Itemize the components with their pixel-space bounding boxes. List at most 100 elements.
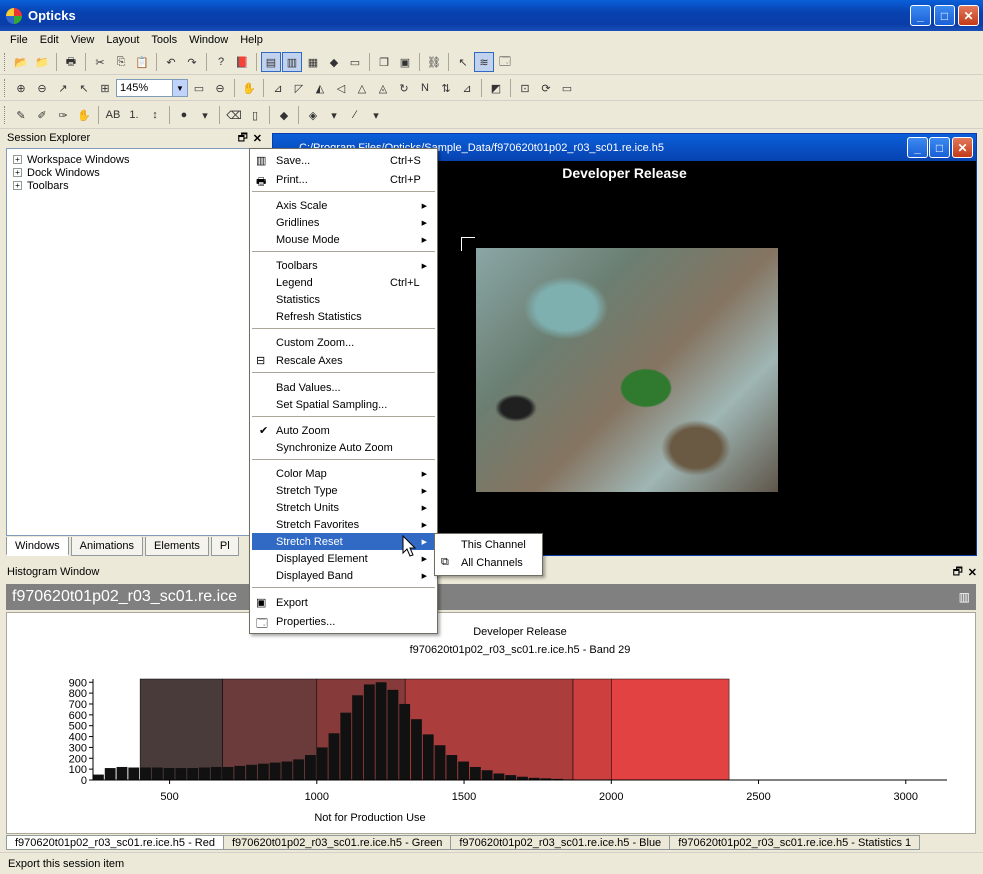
menu-item-auto-zoom[interactable]: ✔ Auto Zoom [259,424,330,438]
tree-item-toolbars[interactable]: + Toolbars [7,179,265,192]
flip-diag-icon[interactable]: ◸ [294,82,304,95]
histogram-icon[interactable]: ▥ [282,52,302,72]
tab-windows[interactable]: Windows [6,537,69,556]
expand-icon[interactable]: + [13,155,22,164]
zoom-rect-icon[interactable]: ⊞ [100,82,110,95]
menu-item-legend[interactable]: Legend Ctrl+L [276,276,420,289]
tab-blue[interactable]: f970620t01p02_r03_sc01.re.ice.h5 - Blue [450,835,671,850]
pointer-icon[interactable]: ↖ [458,56,468,69]
satellite-image[interactable] [476,248,778,492]
color-fill-icon[interactable]: ◈ [308,109,318,122]
move-icon[interactable]: ↕ [152,109,158,121]
chevron-down-icon[interactable]: ▼ [172,80,187,96]
layers-icon[interactable]: ≋ [474,52,494,72]
menu-item-displayed-band[interactable]: Displayed Band ▶ [276,569,427,582]
animation-icon[interactable]: ◆ [329,56,339,69]
number-icon[interactable]: 1. [129,109,139,121]
minimize-button[interactable]: _ [907,137,928,158]
menu-item-axis-scale[interactable]: Axis Scale ▶ [276,199,427,212]
tab-green[interactable]: f970620t01p02_r03_sc01.re.ice.h5 - Green [222,835,452,850]
menu-item-properties[interactable]: 🗔 Properties... [256,615,336,630]
menu-help[interactable]: Help [240,34,263,46]
close-button[interactable]: ✕ [958,5,979,26]
print-icon[interactable]: 🖶 [65,55,77,68]
maximize-button[interactable]: □ [929,137,950,158]
north-up-icon[interactable]: N [421,82,429,94]
book-icon[interactable]: 📕 [235,56,249,69]
tab-plots[interactable]: Pl [210,537,239,556]
overview-icon[interactable]: ▦ [307,56,319,69]
menu-window[interactable]: Window [189,34,229,46]
pan-point-icon[interactable]: ↖ [79,82,89,95]
close-icon[interactable]: ✕ [967,566,977,579]
flip-horizontal-icon[interactable]: ◭ [315,82,325,95]
display-icon[interactable]: ▭ [561,82,573,95]
zoom-fit-icon[interactable]: ▭ [193,82,205,95]
tab-elements[interactable]: Elements [145,537,209,556]
histogram-plot[interactable]: Developer Release f970620t01p02_r03_sc01.… [6,612,976,834]
menu-tools[interactable]: Tools [151,34,178,46]
flip-vertical-icon[interactable]: ◁ [336,82,346,95]
sensor-up-icon[interactable]: ⇅ [441,82,451,95]
close-button[interactable]: ✕ [952,137,973,158]
zoom-point-icon[interactable]: ↗ [58,82,68,95]
text-icon[interactable]: AB [105,109,121,121]
histogram-chart[interactable]: Developer Release f970620t01p02_r03_sc01.… [7,613,975,833]
close-icon[interactable]: ✕ [252,132,262,145]
tree-item-dock-windows[interactable]: + Dock Windows [7,166,265,179]
menu-item-stretch-reset[interactable]: Stretch Reset ▶ [252,533,435,550]
maximize-button[interactable]: □ [934,5,955,26]
reset-rotate-icon[interactable]: ↻ [399,82,409,95]
pan-hand-icon[interactable]: ✋ [242,82,256,95]
menu-item-custom-zoom[interactable]: Custom Zoom... [276,336,355,349]
properties-icon[interactable]: 🗔 [499,55,511,68]
menu-item-bad-values[interactable]: Bad Values... [276,381,341,394]
tree-item-workspace-windows[interactable]: + Workspace Windows [7,153,265,166]
point-icon[interactable]: ● [180,109,188,121]
flip-up-icon[interactable]: ⊿ [273,82,283,95]
menu-item-stretch-units[interactable]: Stretch Units ▶ [276,501,427,514]
pen-icon[interactable]: ✐ [37,109,47,122]
session-explorer-icon[interactable]: ▤ [261,52,281,72]
rotate-by-icon[interactable]: ◬ [378,82,388,95]
hand-icon[interactable]: ✋ [77,109,91,122]
scroll-icon[interactable]: ▭ [349,56,361,69]
clear-icon[interactable]: ▯ [251,109,259,122]
zoom-out-icon[interactable]: ⊖ [37,82,47,95]
expand-icon[interactable]: + [13,168,22,177]
redo-icon[interactable]: ↷ [187,56,197,69]
chip-icon[interactable]: ⊡ [520,82,530,95]
pen-select-icon[interactable]: ✑ [58,109,68,122]
tab-statistics[interactable]: f970620t01p02_r03_sc01.re.ice.h5 - Stati… [669,835,921,850]
tile-icon[interactable]: ▣ [399,56,411,69]
menu-item-toolbars[interactable]: Toolbars ▶ [276,259,427,272]
menu-view[interactable]: View [70,34,95,46]
menu-item-print[interactable]: 🖶 Print... Ctrl+P [256,173,421,188]
link-icon[interactable]: ⛓ [427,56,441,69]
paste-icon[interactable]: 📋 [135,56,149,69]
menu-edit[interactable]: Edit [39,34,59,46]
menu-item-save[interactable]: ▥ Save... Ctrl+S [256,154,421,167]
chevron-down-icon[interactable]: ▾ [331,109,337,122]
app-title-bar[interactable]: Opticks _ □ ✕ [0,0,983,31]
tab-animations[interactable]: Animations [70,537,144,556]
chevron-down-icon[interactable]: ▾ [373,109,379,122]
zoom-to-icon[interactable]: ⊖ [215,82,225,95]
cascade-icon[interactable]: ❐ [379,56,389,69]
minimize-button[interactable]: _ [910,5,931,26]
copy-icon[interactable]: ⎘ [116,55,126,68]
menu-item-stretch-favorites[interactable]: Stretch Favorites ▶ [276,518,427,531]
zoom-in-icon[interactable]: ⊕ [16,82,26,95]
undo-icon[interactable]: ↶ [166,56,176,69]
menu-item-stretch-type[interactable]: Stretch Type ▶ [276,484,427,497]
menu-item-export[interactable]: ▣ Export [256,596,308,609]
menu-item-displayed-element[interactable]: Displayed Element ▶ [276,552,427,565]
menu-item-rescale-axes[interactable]: ⊟ Rescale Axes [256,354,343,367]
histogram-icon[interactable]: ▥ [958,590,970,604]
refresh-icon[interactable]: ⟳ [541,82,551,95]
menu-item-mouse-mode[interactable]: Mouse Mode ▶ [276,233,427,246]
menu-item-color-map[interactable]: Color Map ▶ [276,467,427,480]
open-session-icon[interactable]: 📁 [35,56,49,69]
menu-item-refresh-statistics[interactable]: Refresh Statistics [276,310,362,323]
menu-item-sync-auto-zoom[interactable]: Synchronize Auto Zoom [276,441,393,454]
